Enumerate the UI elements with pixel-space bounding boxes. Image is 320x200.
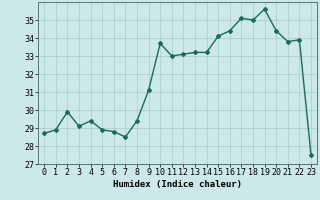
X-axis label: Humidex (Indice chaleur): Humidex (Indice chaleur) [113,180,242,189]
